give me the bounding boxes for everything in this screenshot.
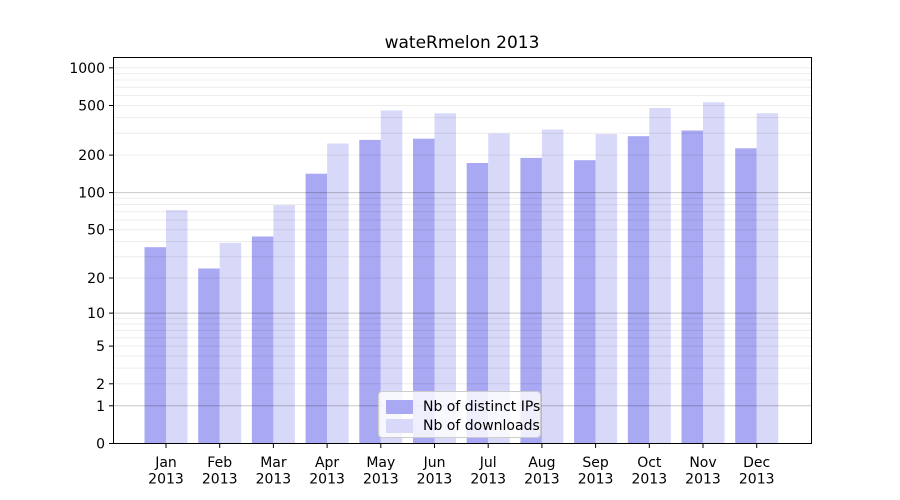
bar-downloads bbox=[166, 210, 188, 444]
legend-swatch-downloads bbox=[386, 418, 413, 433]
bar-downloads bbox=[649, 108, 671, 444]
bar-distinct-ips bbox=[627, 136, 650, 444]
bar-distinct-ips bbox=[466, 163, 489, 444]
bar-distinct-ips bbox=[574, 160, 596, 444]
x-tick-label-month: May bbox=[366, 455, 395, 471]
bar-distinct-ips bbox=[735, 148, 757, 444]
y-tick-label: 50 bbox=[87, 223, 105, 239]
plot-border bbox=[113, 57, 812, 444]
x-tick-label-year: 2013 bbox=[470, 472, 506, 488]
x-tick-label-month: Feb bbox=[207, 455, 232, 471]
x-tick-label-month: Oct bbox=[637, 455, 662, 471]
bar-downloads bbox=[756, 113, 779, 444]
x-tick-label-month: Jun bbox=[423, 455, 446, 471]
x-tick-label-month: Apr bbox=[315, 455, 339, 471]
x-tick-label-year: 2013 bbox=[202, 472, 238, 488]
y-tick-label: 2 bbox=[96, 377, 105, 393]
bar-distinct-ips bbox=[198, 268, 220, 444]
y-tick-label: 200 bbox=[78, 148, 105, 164]
x-tick-label-year: 2013 bbox=[309, 472, 345, 488]
legend-label-downloads: Nb of downloads bbox=[423, 417, 540, 434]
bar-downloads bbox=[327, 143, 349, 444]
bar-downloads bbox=[488, 133, 510, 444]
x-tick-label-month: Jan bbox=[154, 455, 177, 471]
x-tick-label-month: Mar bbox=[260, 455, 287, 471]
legend-swatch-distinct-ips bbox=[386, 399, 413, 414]
y-tick-label: 0 bbox=[96, 437, 105, 453]
legend-item-distinct-ips: Nb of distinct IPs bbox=[386, 398, 540, 415]
bar-downloads bbox=[703, 102, 725, 444]
y-tick-label: 100 bbox=[78, 186, 105, 202]
x-tick-label-year: 2013 bbox=[363, 472, 399, 488]
x-tick-label-month: Jul bbox=[479, 455, 497, 471]
y-tick-label: 1000 bbox=[69, 61, 105, 77]
y-tick-label: 5 bbox=[96, 339, 105, 355]
x-tick-label-month: Sep bbox=[582, 455, 609, 471]
y-tick-label: 1 bbox=[96, 399, 105, 415]
chart-title: wateRmelon 2013 bbox=[384, 33, 540, 53]
bar-downloads bbox=[595, 134, 618, 444]
bar-distinct-ips bbox=[144, 247, 166, 444]
x-tick-label-year: 2013 bbox=[685, 472, 721, 488]
x-tick-label-year: 2013 bbox=[739, 472, 775, 488]
bar-distinct-ips bbox=[520, 157, 542, 444]
legend-item-downloads: Nb of downloads bbox=[386, 417, 540, 434]
y-tick-label: 10 bbox=[87, 306, 105, 322]
legend-label-distinct-ips: Nb of distinct IPs bbox=[423, 398, 541, 415]
bar-downloads bbox=[541, 129, 564, 444]
bar-distinct-ips bbox=[251, 236, 274, 444]
y-tick-label: 20 bbox=[87, 271, 105, 287]
bar-downloads bbox=[380, 110, 403, 444]
legend: Nb of distinct IPs Nb of downloads bbox=[378, 391, 541, 438]
bar-downloads bbox=[273, 205, 295, 444]
x-tick-label-month: Aug bbox=[528, 455, 555, 471]
x-tick-label-month: Dec bbox=[743, 455, 770, 471]
x-tick-label-year: 2013 bbox=[578, 472, 614, 488]
x-tick-label-year: 2013 bbox=[256, 472, 292, 488]
x-tick-label-year: 2013 bbox=[631, 472, 667, 488]
bar-distinct-ips bbox=[359, 139, 381, 444]
bar-downloads bbox=[219, 242, 242, 444]
x-tick-label-month: Nov bbox=[689, 455, 716, 471]
y-tick-label: 500 bbox=[78, 99, 105, 115]
bar-distinct-ips bbox=[681, 130, 703, 444]
bar-distinct-ips bbox=[305, 173, 328, 444]
bar-distinct-ips bbox=[413, 138, 435, 444]
bar-downloads bbox=[434, 113, 456, 444]
x-tick-label-year: 2013 bbox=[524, 472, 560, 488]
x-tick-label-year: 2013 bbox=[148, 472, 184, 488]
x-tick-label-year: 2013 bbox=[417, 472, 453, 488]
